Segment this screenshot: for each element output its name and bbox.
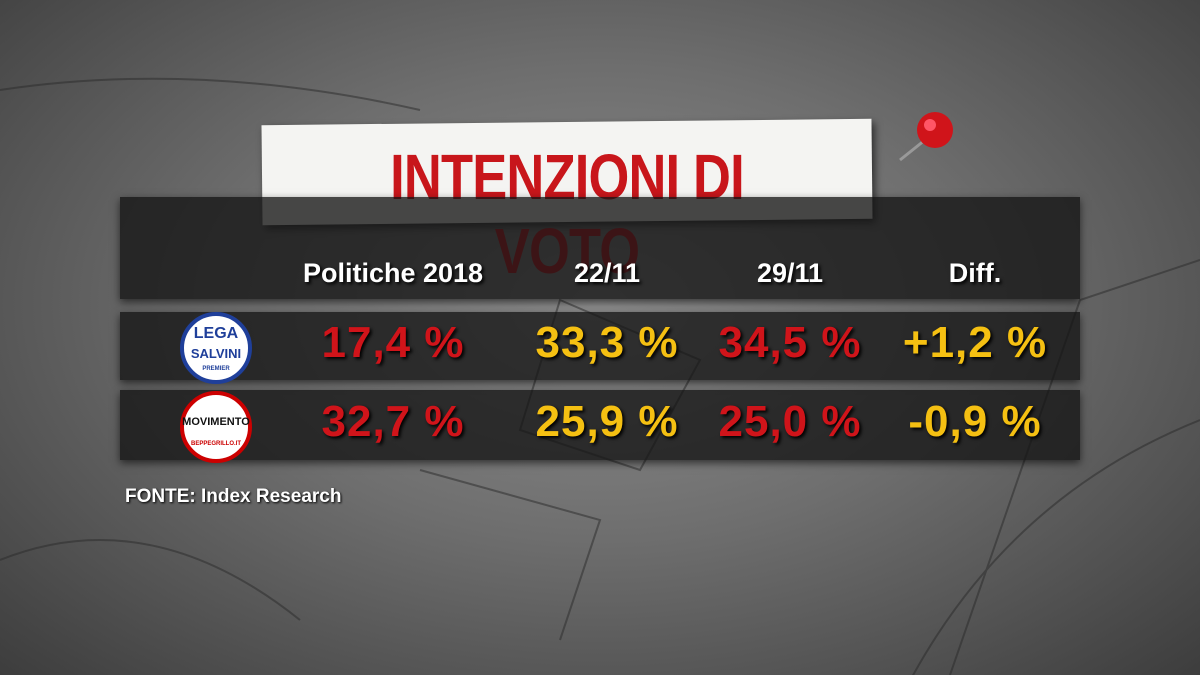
- logo-text: LEGA: [194, 325, 239, 342]
- value-cell: 33,3 %: [535, 318, 679, 367]
- value-cell: 25,9 %: [535, 397, 679, 446]
- logo-circle: [180, 312, 252, 384]
- column-header: Diff.: [948, 258, 1002, 288]
- column-header: 22/11: [573, 258, 641, 288]
- value-cell: 34,5 %: [718, 318, 862, 367]
- value-cell: -0,9 %: [908, 397, 1042, 446]
- party-logo: LEGA SALVINI PREMIER: [180, 312, 252, 384]
- logo-text: BEPPEGRILLO.IT: [191, 441, 241, 447]
- row-band: [120, 312, 1080, 380]
- value-cell: 25,0 %: [718, 397, 862, 446]
- row-band: [120, 390, 1080, 460]
- source: FONTE: Index Research: [125, 486, 342, 507]
- header-band: [120, 197, 1080, 299]
- logo-text: PREMIER: [202, 366, 230, 372]
- column-header: 29/11: [756, 258, 824, 288]
- logo-text: MOVIMENTO: [182, 416, 250, 428]
- logo-text: SALVINI: [191, 346, 241, 361]
- logo-circle: [180, 391, 252, 463]
- party-logo: MOVIMENTO BEPPEGRILLO.IT: [180, 391, 252, 463]
- pin: [899, 112, 953, 162]
- value-cell: +1,2 %: [902, 318, 1048, 367]
- column-header: Politiche 2018: [302, 258, 484, 288]
- value-cell: 32,7 %: [321, 397, 465, 446]
- value-cell: 17,4 %: [321, 318, 465, 367]
